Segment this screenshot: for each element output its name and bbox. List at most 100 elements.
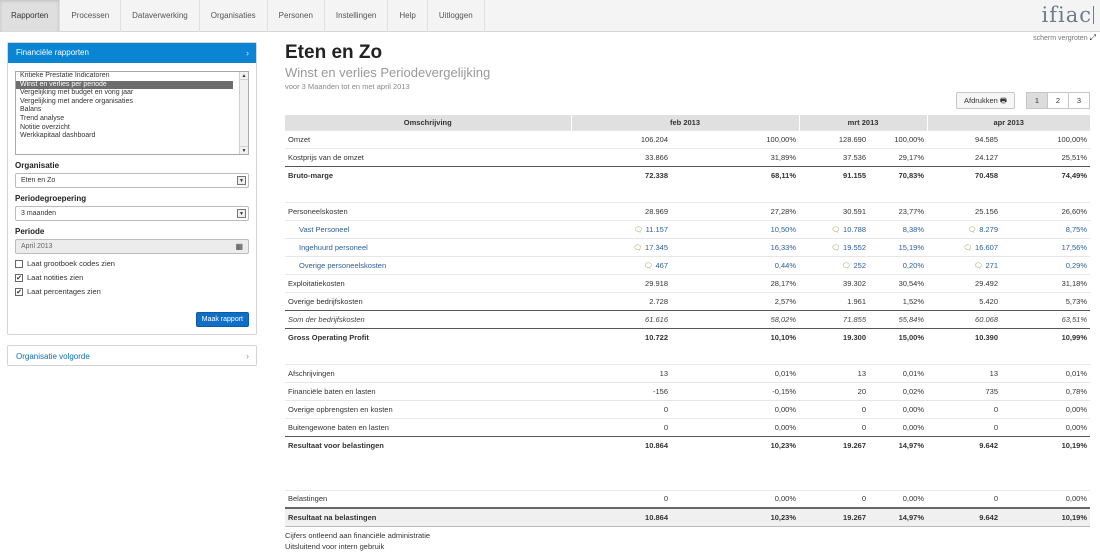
page-2-button[interactable]: 2 <box>1047 92 1069 109</box>
report-option-selected[interactable]: Winst en verlies per periode <box>16 80 233 90</box>
make-report-button[interactable]: Maak rapport <box>195 312 249 327</box>
report-option[interactable]: Notitie overzicht <box>20 123 70 131</box>
cell-value: 0,00% <box>902 494 924 504</box>
page-3-button[interactable]: 3 <box>1068 92 1090 109</box>
column-header: feb 2013 <box>570 115 799 130</box>
note-icon[interactable]: 🗨 <box>963 244 973 252</box>
cell-value: 0,20% <box>902 260 924 270</box>
scroll-down-icon[interactable]: ▼ <box>240 146 248 154</box>
row-label: Belastingen <box>285 489 571 508</box>
nav-organisaties[interactable]: Organisaties <box>200 0 268 32</box>
cell-value: 70,83% <box>898 170 924 180</box>
percent-cell: 0,00% <box>671 417 799 436</box>
amount-cell: 10.722 <box>571 327 671 346</box>
percent-cell: 0,29% <box>1001 255 1090 274</box>
report-option[interactable]: Werkkapitaal dashboard <box>20 132 96 140</box>
page-1-button[interactable]: 1 <box>1026 92 1048 109</box>
report-option[interactable]: Trend analyse <box>20 114 65 122</box>
footer-line: Uitsluitend voor intern gebruik <box>285 542 385 551</box>
print-button[interactable]: Afdrukken 🖶 <box>956 92 1015 109</box>
note-icon[interactable]: 🗨 <box>973 262 983 270</box>
note-icon[interactable]: 🗨 <box>841 262 851 270</box>
print-label: Afdrukken <box>964 96 998 105</box>
calendar-icon[interactable]: ▦ <box>235 242 243 251</box>
nav-processen[interactable]: Processen <box>60 0 122 32</box>
note-icon[interactable]: 🗨 <box>967 226 977 234</box>
cell-value: 9.642 <box>979 440 998 450</box>
checkbox-checked[interactable]: ✔ <box>15 287 23 296</box>
cell-value: 0,02% <box>902 386 924 396</box>
report-listbox[interactable]: Kritieke Prestatie Indicatoren Winst en … <box>15 71 249 155</box>
organisation-label: Organisatie <box>15 161 60 170</box>
percent-cell: 55,84% <box>869 309 927 328</box>
ledger-codes-checkbox[interactable]: Laat grootboek codes zien <box>15 259 249 268</box>
amount-cell: 0 <box>927 417 1001 436</box>
checkbox-unchecked[interactable] <box>15 259 23 268</box>
notes-checkbox[interactable]: ✔ Laat notities zien <box>15 273 249 282</box>
organisation-select[interactable]: Eten en Zo ▼ <box>15 173 249 188</box>
percentages-checkbox[interactable]: ✔ Laat percentages zien <box>15 287 249 296</box>
period-field[interactable]: April 2013 ▦ <box>15 239 249 254</box>
amount-cell: 9.642 <box>927 507 1001 527</box>
amount-cell: 9.642 <box>927 435 1001 454</box>
logo-divider <box>1093 6 1094 24</box>
row-label[interactable]: Vast Personeel <box>285 219 571 238</box>
percent-cell: 0,00% <box>671 489 799 508</box>
row-label[interactable]: Ingehuurd personeel <box>285 237 571 256</box>
report-option[interactable]: Balans <box>20 106 42 114</box>
report-option[interactable]: Kritieke Prestatie Indicatoren <box>20 72 110 79</box>
cell-value: 10,10% <box>770 332 796 342</box>
percent-cell: 10,10% <box>671 327 799 346</box>
period-grouping-label: Periodegroepering <box>15 194 87 203</box>
cell-value: 10.722 <box>645 332 668 342</box>
note-icon[interactable]: 🗨 <box>831 244 841 252</box>
amount-cell: 25.156 <box>927 201 1001 220</box>
nav-instellingen[interactable]: Instellingen <box>325 0 389 32</box>
note-icon[interactable]: 🗨 <box>633 244 643 252</box>
scroll-up-icon[interactable]: ▲ <box>240 73 248 80</box>
cell-value: 0 <box>861 422 866 432</box>
amount-cell: 29.918 <box>571 273 671 292</box>
printer-icon: 🖶 <box>999 96 1007 105</box>
spacer-row <box>285 454 1090 472</box>
cell-value: 0,00% <box>902 422 924 432</box>
percent-cell: 0,02% <box>869 381 927 400</box>
row-label[interactable]: Overige personeelskosten <box>285 255 571 274</box>
enlarge-screen-link[interactable]: scherm vergroten ⤢ <box>1033 33 1096 43</box>
cell-value: 0,44% <box>774 260 796 270</box>
checkbox-checked[interactable]: ✔ <box>15 273 23 282</box>
dropdown-arrow-icon[interactable]: ▼ <box>237 209 246 218</box>
dropdown-arrow-icon[interactable]: ▼ <box>237 176 246 185</box>
financial-reports-header[interactable]: Financiële rapporten › <box>8 43 256 63</box>
amount-cell: 10.864 <box>571 507 671 527</box>
table-header-row: Omschrijving feb 2013 mrt 2013 apr 2013 <box>285 115 1090 130</box>
amount-cell: -156 <box>571 381 671 400</box>
amount-cell: 0 <box>571 399 671 418</box>
panel-body: Kritieke Prestatie Indicatoren Winst en … <box>8 63 256 334</box>
nav-personen[interactable]: Personen <box>268 0 325 32</box>
amount-cell: 13 <box>799 363 869 382</box>
nav-help[interactable]: Help <box>388 0 428 32</box>
table-row: Ingehuurd personeel 🗨 17.345 16,33% 🗨 19.552 1… <box>285 237 1090 256</box>
nav-rapporten[interactable]: Rapporten <box>0 0 61 32</box>
period-grouping-select[interactable]: 3 maanden ▼ <box>15 206 249 221</box>
note-icon[interactable]: 🗨 <box>831 226 841 234</box>
amount-cell: 0 <box>799 489 869 508</box>
organisation-order-panel[interactable]: Organisatie volgorde › <box>7 345 257 366</box>
listbox-scrollbar[interactable]: ▲ ▼ <box>239 72 248 154</box>
report-option[interactable]: Vergelijking met budget en vorig jaar <box>20 89 134 97</box>
amount-cell: 735 <box>927 381 1001 400</box>
cell-value: 10,99% <box>1061 332 1087 342</box>
percent-cell: 100,00% <box>671 129 799 148</box>
cell-value: 0 <box>663 422 668 432</box>
report-period: voor 3 Maanden tot en met april 2013 <box>285 82 410 91</box>
nav-uitloggen[interactable]: Uitloggen <box>428 0 485 32</box>
note-icon[interactable]: 🗨 <box>643 262 653 270</box>
cell-value: 0,78% <box>1065 386 1087 396</box>
nav-dataverwerking[interactable]: Dataverwerking <box>121 0 200 32</box>
amount-cell: 61.616 <box>571 309 671 328</box>
spacer-cell <box>285 472 1090 490</box>
report-option[interactable]: Vergelijking met andere organisaties <box>20 97 133 105</box>
note-icon[interactable]: 🗨 <box>633 226 643 234</box>
percent-cell: 2,57% <box>671 291 799 310</box>
